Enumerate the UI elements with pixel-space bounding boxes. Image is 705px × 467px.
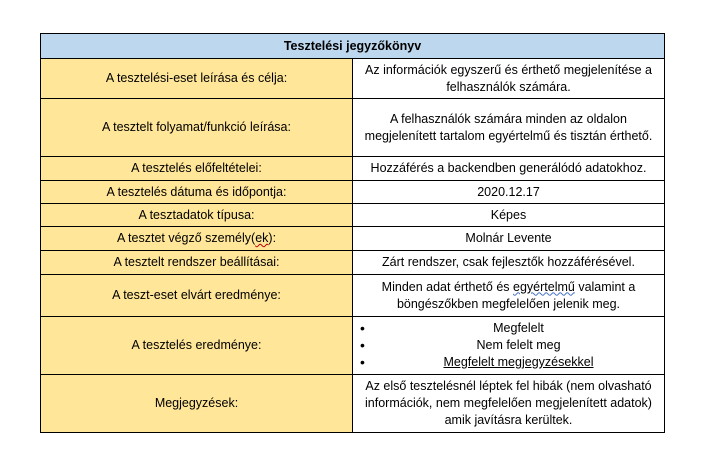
row-value-part: valamint a böngészőkben megfelelően jele… [396,279,636,311]
table-row: A tesztadatok típusa: Képes [40,203,665,227]
table-row: A tesztelt rendszer beállításai: Zárt re… [40,250,665,275]
row-label: A tesztadatok típusa: [40,203,353,227]
row-label: A tesztet végző személy(ek): [40,226,353,251]
row-label: A tesztelés dátuma és időpontja: [40,180,353,204]
row-value: Molnár Levente [352,226,665,251]
row-label: A tesztelési-eset leírása és célja: [40,58,353,99]
row-value: Zárt rendszer, csak fejlesztők hozzáféré… [352,250,665,275]
row-value: Minden adat érthető és egyértelmű valami… [352,274,665,317]
result-options-cell: Megfelelt Nem felelt meg Megfelelt megje… [352,316,665,375]
row-label: Megjegyzések: [40,374,353,433]
row-label-part: ek [255,231,269,245]
report-title: Tesztelési jegyzőkönyv [40,33,665,59]
row-value: Képes [352,203,665,227]
result-option: Megfelelt [360,320,658,337]
result-option: Nem felelt meg [360,337,658,354]
table-row: A tesztelés eredménye: Megfelelt Nem fel… [40,316,665,375]
result-option-selected: Megfelelt megjegyzésekkel [360,354,658,371]
table-row: A tesztelés előfeltételei: Hozzáférés a … [40,156,665,181]
test-report-table: Tesztelési jegyzőkönyv A tesztelési-eset… [40,33,665,433]
table-row: A tesztelés dátuma és időpontja: 2020.12… [40,180,665,204]
row-label: A tesztelt folyamat/funkció leírása: [40,98,353,157]
table-row: A teszt-eset elvárt eredménye: Minden ad… [40,274,665,317]
row-label: A teszt-eset elvárt eredménye: [40,274,353,317]
row-label: A tesztelés előfeltételei: [40,156,353,181]
table-row: A tesztelt folyamat/funkció leírása: A f… [40,98,665,157]
table-row: A tesztet végző személy(ek): Molnár Leve… [40,226,665,251]
table-row: Megjegyzések: Az első tesztelésnél lépte… [40,374,665,433]
row-value-part: egyértelmű [513,279,575,294]
row-value: Hozzáférés a backendben generálódó adato… [352,156,665,181]
row-label: A tesztelt rendszer beállításai: [40,250,353,275]
table-header-row: Tesztelési jegyzőkönyv [40,33,665,59]
row-label-part: ): [268,231,277,245]
row-label-part: A tesztet végző személy( [116,231,256,245]
row-value: Az információk egyszerű és érthető megje… [352,58,665,99]
row-value-part: Minden adat érthető és [381,279,514,294]
result-options-list: Megfelelt Nem felelt meg Megfelelt megje… [359,320,658,371]
row-value: 2020.12.17 [352,180,665,204]
row-value: Az első tesztelésnél léptek fel hibák (n… [352,374,665,433]
row-value: A felhasználók számára minden az oldalon… [352,98,665,157]
row-label: A tesztelés eredménye: [40,316,353,375]
table-row: A tesztelési-eset leírása és célja: Az i… [40,58,665,99]
